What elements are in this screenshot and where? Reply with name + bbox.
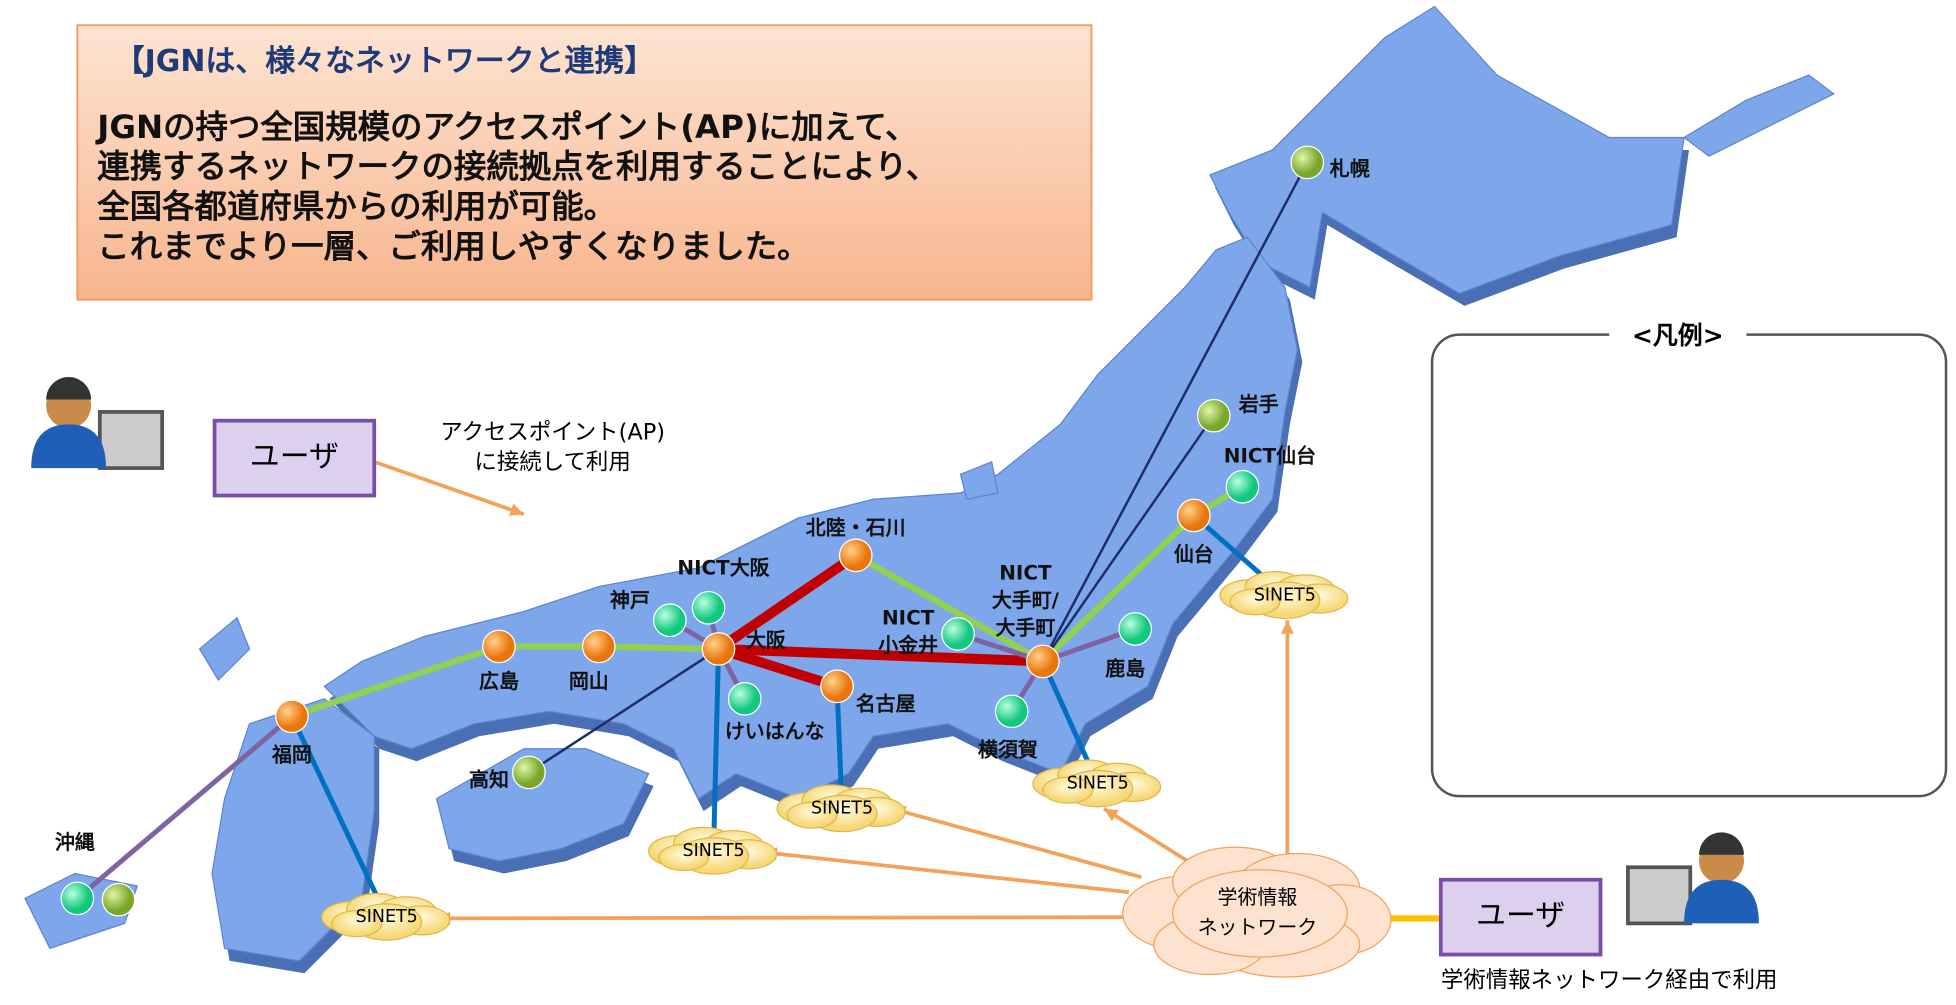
node-label: 高知 xyxy=(469,768,509,792)
node xyxy=(513,756,545,788)
node xyxy=(1198,399,1230,431)
callout-line: 連携するネットワークの接続拠点を利用することにより、 xyxy=(97,148,938,186)
node xyxy=(654,604,686,636)
hair xyxy=(46,377,91,399)
node xyxy=(276,700,308,732)
node-label: NICT大阪 xyxy=(677,556,769,580)
cloud-label: 学術情報 xyxy=(1218,885,1298,909)
user-label: ユーザ xyxy=(250,440,339,475)
node-label: 大手町 xyxy=(995,615,1055,639)
sinet-label: SINET5 xyxy=(356,907,418,927)
node-label: 鹿島 xyxy=(1105,657,1145,681)
user-label: ユーザ xyxy=(1476,899,1565,934)
arrow-shaft xyxy=(1104,809,1198,868)
node xyxy=(1226,471,1258,503)
node-label: 北陸・石川 xyxy=(806,516,906,540)
sinet-label: SINET5 xyxy=(1254,585,1316,605)
page: SINET5SINET5SINET5SINET5SINET5学術情報ネットワーク… xyxy=(0,0,1956,1005)
legend-title: <凡例> xyxy=(1632,321,1724,350)
node xyxy=(1178,499,1210,531)
arrow-head xyxy=(509,504,524,516)
hair xyxy=(1699,832,1744,854)
node-label: 岡山 xyxy=(569,669,609,693)
node-label: 札幌 xyxy=(1329,156,1370,180)
node xyxy=(61,882,93,914)
node xyxy=(840,539,872,571)
diagram: SINET5SINET5SINET5SINET5SINET5学術情報ネットワーク… xyxy=(0,0,1956,1001)
note: に接続して利用 xyxy=(474,450,630,476)
user-icon xyxy=(31,377,162,468)
node xyxy=(1027,645,1059,677)
arrow-shaft xyxy=(437,917,1123,918)
node-label: 小金井 xyxy=(878,633,938,657)
node xyxy=(1291,146,1323,178)
node-label: 仙台 xyxy=(1174,542,1214,566)
node xyxy=(483,630,515,662)
arrow xyxy=(437,912,1123,925)
legend-box xyxy=(1432,335,1946,797)
cloud-label: ネットワーク xyxy=(1198,915,1318,939)
note: 学術情報ネットワーク経由で利用 xyxy=(1441,967,1778,993)
sinet-label: SINET5 xyxy=(683,841,745,861)
node-label: NICT xyxy=(882,606,935,630)
node-label: NICT xyxy=(999,561,1052,585)
node xyxy=(821,670,853,702)
node-label: けいはんな xyxy=(725,719,825,743)
callout-title: 【JGNは、様々なネットワークと連携】 xyxy=(115,44,654,79)
sinet-label: SINET5 xyxy=(1067,774,1129,794)
node-label: 沖縄 xyxy=(55,830,95,854)
node-label: NICT仙台 xyxy=(1224,443,1316,467)
node-label: 大手町/ xyxy=(992,588,1060,612)
node-label: 横須賀 xyxy=(978,738,1038,762)
sinet-label: SINET5 xyxy=(811,799,873,819)
node-label: 岩手 xyxy=(1238,392,1279,416)
arrow xyxy=(763,847,1129,892)
arrow-head xyxy=(1281,620,1294,633)
node-label: 神戸 xyxy=(610,588,650,612)
node xyxy=(995,695,1027,727)
arrow xyxy=(1104,809,1198,868)
arrow xyxy=(892,806,1141,877)
node-label: 広島 xyxy=(479,669,519,693)
node xyxy=(583,630,615,662)
node xyxy=(692,592,724,624)
monitor xyxy=(1628,867,1690,923)
link xyxy=(599,646,719,648)
monitor xyxy=(100,412,162,468)
node xyxy=(702,633,734,665)
callout-line: 全国各都道府県からの利用が可能。 xyxy=(96,188,616,226)
sinet-cloud: SINET5 xyxy=(649,827,777,874)
sinet-cloud: SINET5 xyxy=(1220,572,1348,619)
user-icon xyxy=(1628,832,1759,923)
body xyxy=(31,424,106,468)
callout-line: これまでより一層、ご利用しやすくなりました。 xyxy=(97,228,809,266)
body xyxy=(1684,880,1759,924)
node xyxy=(1119,613,1151,645)
arrow-shaft xyxy=(892,809,1141,878)
node xyxy=(102,883,134,915)
note: アクセスポイント(AP) xyxy=(440,420,665,446)
arrow xyxy=(1281,620,1294,861)
node-label: 福岡 xyxy=(271,743,312,767)
node-label: 名古屋 xyxy=(856,692,916,716)
node-label: 大阪 xyxy=(746,628,786,652)
callout-line: JGNの持つ全国規模のアクセスポイント(AP)に加えて、 xyxy=(95,108,917,146)
academic-cloud: 学術情報ネットワーク xyxy=(1123,847,1391,977)
node xyxy=(729,683,761,715)
cloud-puff xyxy=(1173,870,1348,957)
node xyxy=(942,618,974,650)
